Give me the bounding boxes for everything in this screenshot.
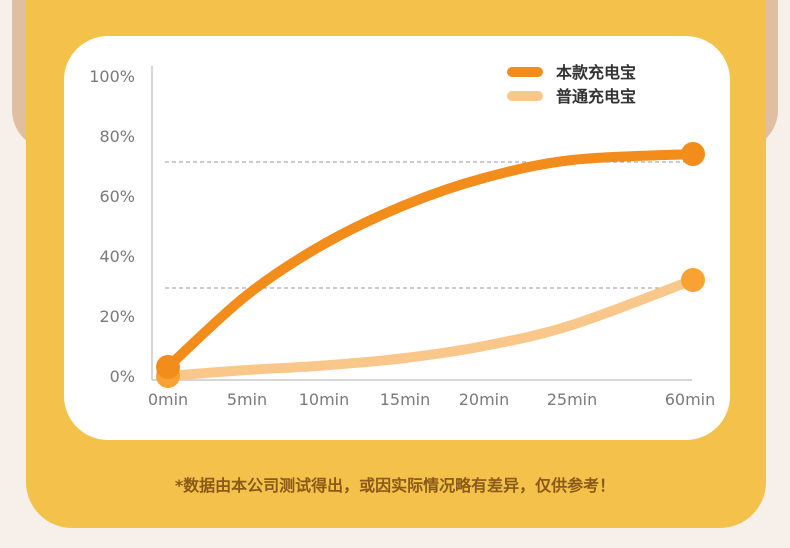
series-line (163, 275, 698, 381)
x-tick-label: 0min (148, 390, 188, 409)
axis-layer: 0% 20% 40% 60% 80% 100% 0min 5min 10min 15min 20mi… (89, 66, 715, 409)
x-tick-label: 10min (299, 390, 350, 409)
y-tick-label: 80% (99, 127, 135, 146)
series-point (156, 355, 180, 379)
series-point (681, 142, 705, 166)
series-point (681, 268, 705, 292)
legend-label: 本款充电宝 (556, 63, 636, 82)
y-tick-label: 60% (99, 187, 135, 206)
y-tick-label: 0% (110, 367, 135, 386)
footnote: *数据由本公司测试得出，或因实际情况略有差异，仅供参考！ (174, 476, 616, 495)
x-tick-label: 5min (227, 390, 267, 409)
series-layer (156, 142, 705, 388)
grid-layer (165, 161, 690, 289)
y-tick-label: 100% (89, 67, 135, 86)
x-tick-label: 15min (380, 390, 431, 409)
x-tick-label: 25min (547, 390, 598, 409)
x-tick-label: 20min (459, 390, 510, 409)
series-line (163, 149, 698, 372)
legend-label: 普通充电宝 (556, 87, 636, 106)
x-tick-label: 60min (665, 390, 716, 409)
y-tick-label: 40% (99, 247, 135, 266)
y-tick-label: 20% (99, 307, 135, 326)
